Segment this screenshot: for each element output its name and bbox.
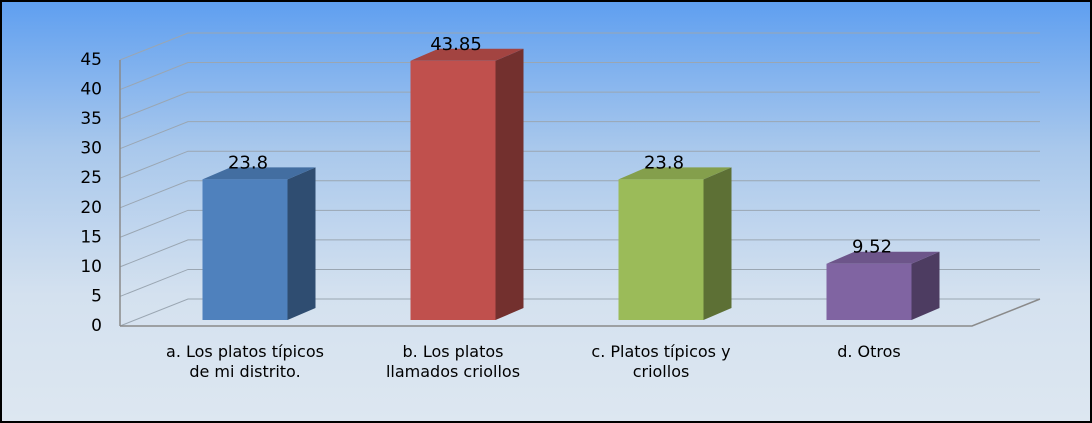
bar-side <box>703 167 732 320</box>
bar <box>618 179 704 320</box>
x-tick-label: c. Platos típicos y criollos <box>591 342 731 381</box>
y-tick-label: 35 <box>80 109 102 129</box>
y-tick-label: 10 <box>80 257 102 277</box>
grid-line <box>119 121 1040 150</box>
y-tick-label: 5 <box>91 286 102 306</box>
y-tick-label: 0 <box>91 316 102 336</box>
data-label: 43.85 <box>430 34 482 55</box>
bar-top <box>202 167 316 180</box>
grid-line <box>119 32 1040 61</box>
data-label: 23.8 <box>228 152 268 173</box>
y-tick-label: 15 <box>80 227 102 247</box>
y-tick-label: 40 <box>80 80 102 100</box>
grid-line <box>119 91 1040 120</box>
y-tick-label: 25 <box>80 168 102 188</box>
bar-top <box>618 167 732 180</box>
y-tick-label: 45 <box>80 50 102 70</box>
grid-line <box>119 268 1040 297</box>
data-label: 9.52 <box>852 237 892 258</box>
floor-edge <box>120 298 1041 327</box>
bar-top <box>410 48 524 61</box>
grid-line <box>119 209 1040 238</box>
data-label: 23.8 <box>644 152 684 173</box>
bar-side <box>287 167 316 320</box>
bar-top <box>826 251 940 264</box>
x-tick-label: d. Otros <box>837 342 901 361</box>
y-tick-label: 20 <box>80 198 102 218</box>
y-tick-label: 30 <box>80 139 102 159</box>
bar <box>410 60 496 320</box>
x-tick-label: a. Los platos típicos de mi distrito. <box>166 342 324 381</box>
grid-line <box>119 239 1040 268</box>
bar <box>202 179 288 320</box>
bar <box>826 263 912 320</box>
grid-line <box>119 62 1040 91</box>
bar-side <box>911 251 940 320</box>
bar-side <box>495 48 524 320</box>
x-tick-label: b. Los platos llamados criollos <box>385 342 521 381</box>
grid-line <box>119 298 1040 327</box>
grid-line <box>119 180 1040 209</box>
grid-line <box>119 150 1040 179</box>
